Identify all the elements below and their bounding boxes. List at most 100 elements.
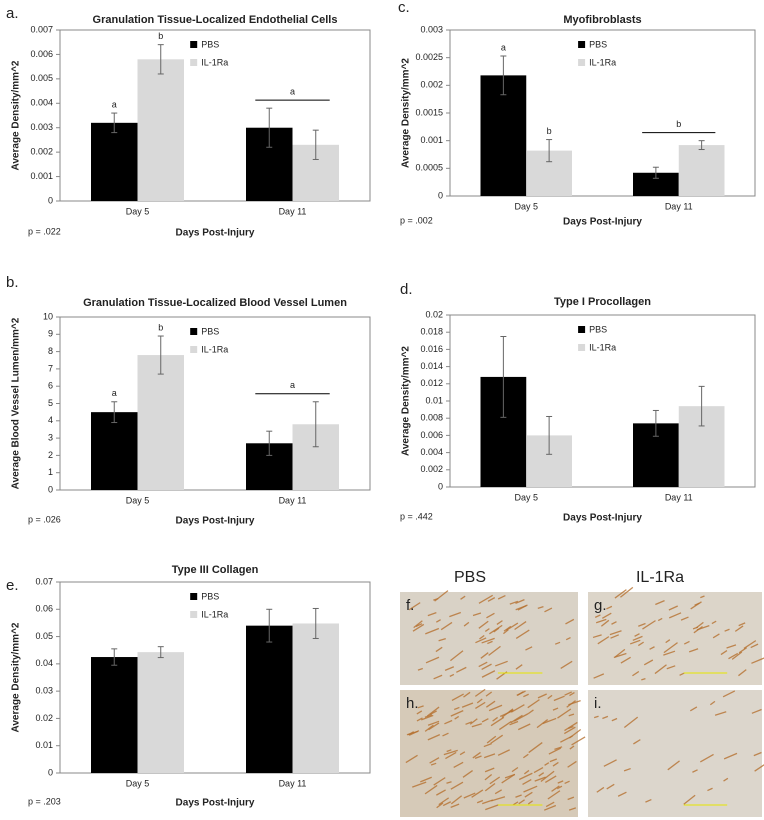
stain-fiber: [690, 601, 702, 610]
stain-fiber: [424, 724, 434, 732]
micrograph: [400, 690, 578, 817]
stain-fiber: [620, 586, 634, 598]
legend-swatch: [190, 41, 198, 48]
y-tick-label: 0: [48, 767, 53, 777]
stain-fiber: [663, 650, 676, 656]
stain-fiber: [405, 754, 418, 764]
y-tick-label: 0.007: [30, 24, 53, 34]
x-axis-label: Days Post-Injury: [176, 798, 255, 809]
stain-fiber: [543, 804, 557, 811]
stain-fiber: [453, 706, 460, 711]
stain-fiber: [720, 649, 728, 656]
y-tick-label: 0.006: [30, 49, 53, 59]
stain-fiber: [454, 715, 460, 720]
stain-fiber: [568, 713, 575, 717]
stain-fiber: [564, 691, 573, 696]
stain-fiber: [408, 602, 421, 611]
y-tick-label: 0.002: [420, 80, 443, 90]
stain-fiber: [568, 807, 576, 811]
stain-fiber: [480, 652, 489, 659]
stain-fiber: [438, 637, 446, 642]
y-tick-label: 7: [48, 363, 53, 373]
stain-fiber: [534, 776, 546, 782]
stain-fiber: [515, 599, 525, 604]
significance-label: b: [547, 126, 552, 136]
stain-fiber: [417, 667, 423, 671]
bar: [246, 625, 293, 773]
x-tick-label: Day 5: [126, 778, 150, 788]
stain-fiber: [738, 647, 748, 654]
legend-swatch: [578, 326, 586, 333]
stain-fiber: [527, 709, 534, 715]
stain-fiber: [593, 673, 605, 679]
chart-title: Granulation Tissue-Localized Endothelial…: [93, 14, 338, 26]
stain-fiber: [714, 711, 727, 716]
plot-frame: [59, 581, 371, 774]
y-tick-label: 0: [48, 484, 53, 494]
y-tick-label: 3: [48, 432, 53, 442]
stain-fiber: [566, 700, 576, 708]
stain-fiber: [424, 784, 438, 795]
legend-swatch: [578, 41, 586, 48]
stain-fiber: [484, 628, 490, 632]
chart-title: Type III Collagen: [172, 564, 259, 576]
stain-fiber: [614, 648, 626, 658]
stain-fiber: [416, 710, 423, 715]
stain-fiber: [523, 693, 529, 698]
y-tick-label: 0: [438, 190, 443, 200]
stain-fiber: [723, 752, 738, 760]
stain-fiber: [569, 745, 575, 750]
bar: [633, 172, 679, 196]
stain-fiber: [606, 783, 615, 790]
stain-fiber: [593, 715, 599, 719]
stain-fiber: [503, 629, 509, 635]
stain-fiber: [554, 641, 561, 645]
stain-fiber: [487, 640, 493, 645]
bar: [480, 75, 527, 196]
column-label: IL-1Ra: [636, 569, 684, 586]
y-tick-label: 1: [48, 467, 53, 477]
stain-fiber: [456, 666, 467, 673]
stain-fiber: [518, 772, 533, 781]
stain-fiber: [707, 787, 713, 792]
stain-fiber: [522, 779, 532, 786]
stain-fiber: [668, 612, 682, 619]
significance-label: b: [158, 322, 163, 332]
panel-label: h.: [406, 695, 419, 712]
y-tick-label: 0.0015: [415, 107, 443, 117]
stain-fiber: [606, 605, 613, 610]
stain-fiber: [465, 721, 473, 725]
stain-fiber: [663, 642, 678, 654]
stain-fiber: [514, 620, 527, 631]
stain-fiber: [483, 753, 496, 759]
bar: [137, 652, 184, 773]
stain-fiber: [548, 747, 562, 755]
y-axis-label: Average Density/mm^2: [11, 60, 22, 170]
bar: [91, 657, 138, 773]
stain-fiber: [478, 620, 489, 629]
stain-fiber: [472, 612, 482, 617]
p-value: p = .022: [28, 226, 61, 236]
y-axis-label: Average Blood Vessel Lumen/mm^2: [11, 317, 22, 489]
stain-fiber: [417, 705, 424, 709]
stain-fiber: [751, 708, 762, 714]
stain-fiber: [415, 623, 423, 628]
stain-fiber: [516, 690, 526, 696]
stain-fiber: [533, 767, 544, 774]
stain-fiber: [565, 618, 575, 625]
y-tick-label: 0.05: [35, 631, 53, 641]
stain-fiber: [474, 755, 482, 759]
stain-fiber: [453, 761, 464, 769]
stain-fiber: [683, 794, 696, 805]
stain-fiber: [527, 800, 533, 805]
legend-label: IL-1Ra: [201, 344, 228, 354]
stain-fiber: [487, 597, 496, 602]
stain-fiber: [407, 731, 415, 736]
legend-swatch: [578, 59, 586, 66]
stain-fiber: [442, 732, 449, 737]
stain-fiber: [515, 794, 522, 798]
stain-fiber: [601, 612, 612, 619]
stain-fiber: [449, 611, 462, 618]
stain-fiber: [564, 780, 570, 785]
stain-fiber: [617, 791, 627, 797]
